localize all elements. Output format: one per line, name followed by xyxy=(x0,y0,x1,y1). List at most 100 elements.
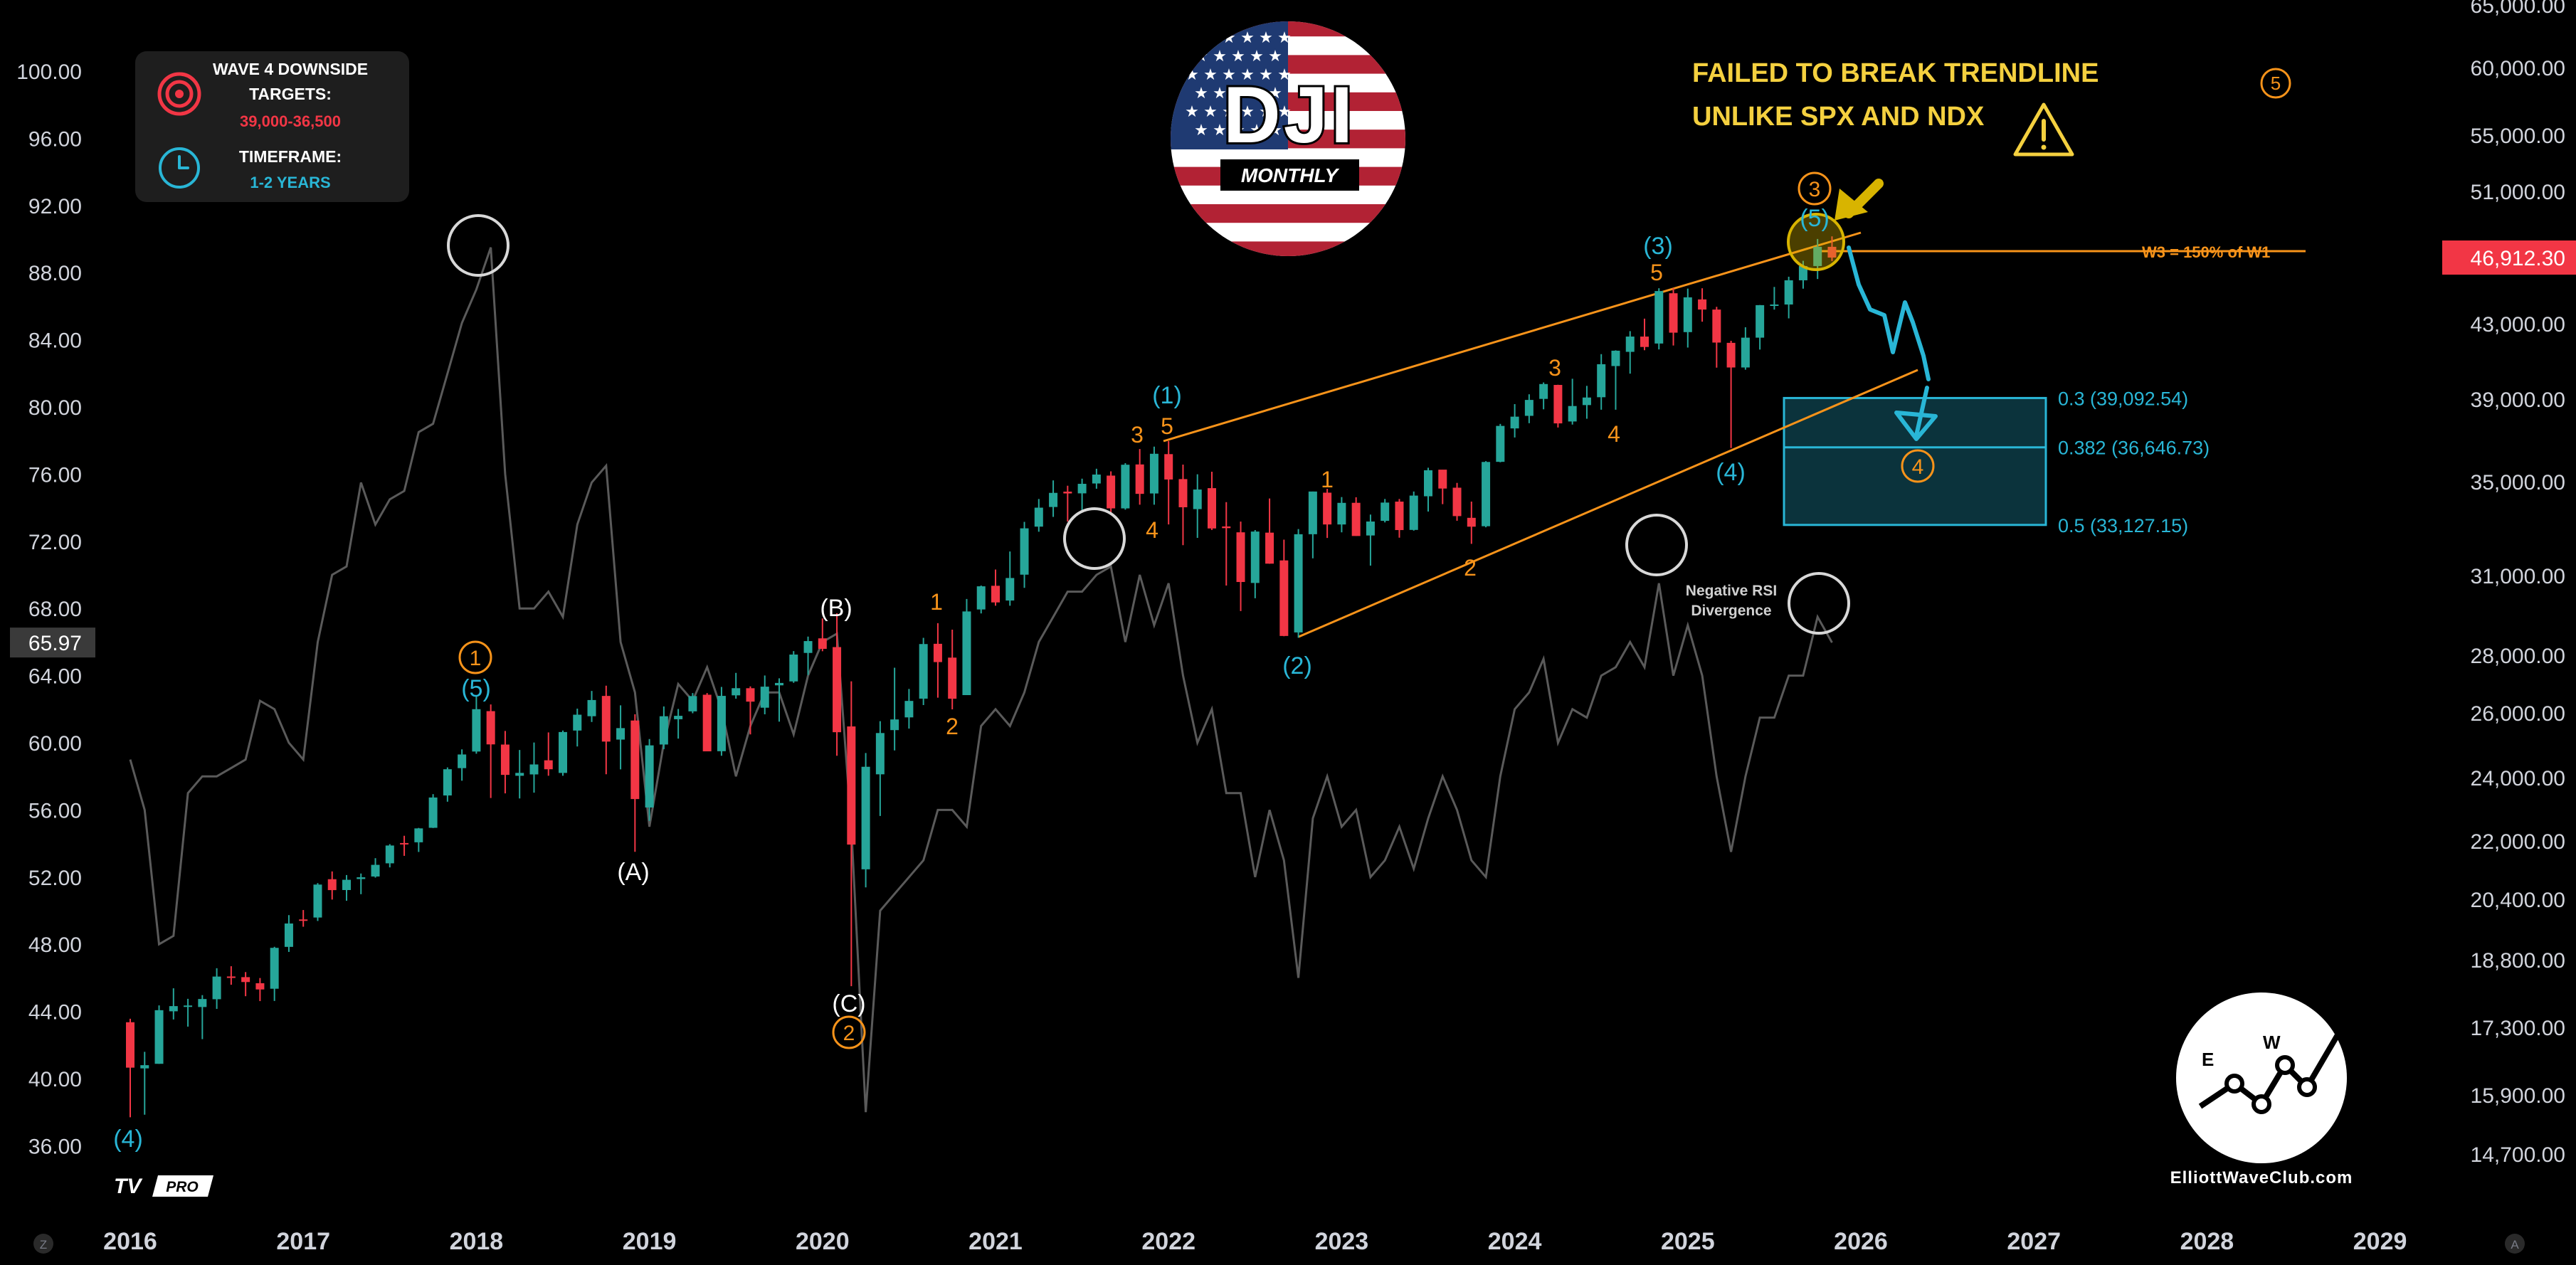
auto-scale-button[interactable]: A xyxy=(2505,1234,2525,1254)
flag-star: ★ xyxy=(1250,47,1264,65)
flag-star: ★ xyxy=(1213,121,1227,139)
price-tick-label: 60,000.00 xyxy=(2471,57,2565,80)
candle-body xyxy=(1308,491,1317,534)
candle-body xyxy=(1077,484,1087,494)
svg-text:A: A xyxy=(2511,1238,2519,1251)
candle-body xyxy=(1178,479,1188,507)
candle-body xyxy=(875,733,885,775)
highlight-circle xyxy=(1625,514,1688,576)
flag-star: ★ xyxy=(1259,28,1273,46)
candle-body xyxy=(933,643,942,662)
wave-c-label: (C) xyxy=(832,990,865,1017)
price-tick-label: 31,000.00 xyxy=(2471,565,2565,588)
flag-star: ★ xyxy=(1231,84,1245,102)
projection-arrow-shaft xyxy=(1914,386,1929,438)
candle-body xyxy=(1813,246,1822,266)
candle-body xyxy=(890,719,899,731)
projection-arrowhead xyxy=(1894,411,1938,441)
timeframe-title: TIMEFRAME: xyxy=(239,147,342,166)
timezone-button[interactable]: Z xyxy=(33,1234,53,1254)
flag-star: ★ xyxy=(1240,65,1255,83)
wave-2-intermediate-label: (2) xyxy=(1282,652,1312,679)
rsi-tick-label: 92.00 xyxy=(28,195,82,218)
minor-wave-1-label: 1 xyxy=(930,589,943,615)
time-tick-label: 2019 xyxy=(623,1228,677,1255)
time-tick-label: 2026 xyxy=(1834,1228,1888,1255)
candle-body xyxy=(1351,502,1361,536)
price-tick-label: 51,000.00 xyxy=(2471,181,2565,204)
time-tick-label: 2022 xyxy=(1141,1228,1195,1255)
price-tick-label: 14,700.00 xyxy=(2471,1143,2565,1167)
minor-wave-4b-label: 4 xyxy=(1608,421,1620,447)
candle-body xyxy=(962,611,971,695)
target-value: 39,000-36,500 xyxy=(240,112,341,130)
candle-body xyxy=(919,644,928,699)
candle-body xyxy=(688,696,697,711)
wave4-primary-label-ring xyxy=(1901,449,1935,483)
time-tick-label: 2016 xyxy=(103,1228,157,1255)
rsi-tick-label: 100.00 xyxy=(16,60,82,84)
price-tick-label: 22,000.00 xyxy=(2471,830,2565,854)
minor-wave-5-label: 5 xyxy=(1161,413,1173,439)
rsi-line xyxy=(129,247,1833,1113)
candle-body xyxy=(1063,492,1072,494)
flag-star: ★ xyxy=(1213,84,1227,102)
time-tick-label: 2027 xyxy=(2007,1228,2061,1255)
minor-wave-2b-label: 2 xyxy=(1464,555,1477,581)
minor-wave-5b-label: 5 xyxy=(1650,260,1663,285)
time-tick-label: 2017 xyxy=(276,1228,330,1255)
dji-flag-badge: ★ ★ ★ ★ ★ ★★ ★ ★ ★ ★★ ★ ★ ★ ★ ★★ ★ ★ ★ ★★ ★ ★ ★ ★ ★★ ★ ★ ★ ★ DJI MO… xyxy=(1171,21,1405,256)
time-tick-label: 2025 xyxy=(1661,1228,1715,1255)
rsi-tick-label: 88.00 xyxy=(28,262,82,285)
flag-star: ★ xyxy=(1268,47,1282,65)
price-tick-label: 24,000.00 xyxy=(2471,767,2565,790)
wave1-primary-label-ring xyxy=(458,640,492,674)
candle-body xyxy=(284,923,293,947)
candle-body xyxy=(775,682,783,686)
target-title-line2: TARGETS: xyxy=(249,85,332,103)
candle-body xyxy=(1568,406,1577,422)
candle-body xyxy=(1279,560,1289,636)
flag-star: ★ xyxy=(1259,102,1273,120)
tv-pro-badge: PRO xyxy=(166,1179,199,1195)
price-tick-label: 15,900.00 xyxy=(2471,1084,2565,1108)
warning-icon xyxy=(2013,102,2074,157)
candle-body xyxy=(515,773,524,776)
tradingview-logo[interactable]: TV PRO xyxy=(114,1175,213,1198)
candle-body xyxy=(428,797,438,828)
candle-body xyxy=(1395,502,1404,531)
rsi-tick-label: 76.00 xyxy=(28,463,82,487)
candle-body xyxy=(1381,502,1390,522)
wave3-top-circle xyxy=(1787,213,1845,271)
candle-body xyxy=(847,726,856,845)
price-tick-label: 20,400.00 xyxy=(2471,889,2565,912)
minor-wave-3b-label: 3 xyxy=(1548,355,1561,381)
badge-period: MONTHLY xyxy=(1241,164,1340,186)
candle-body xyxy=(1669,293,1678,333)
candle-body xyxy=(529,764,539,775)
wave5-primary-label: 5 xyxy=(2271,73,2281,94)
rsi-line-layer xyxy=(129,247,1833,1113)
candle-body xyxy=(991,586,1000,603)
candle-body xyxy=(659,716,668,745)
time-tick-label: 2021 xyxy=(968,1228,1023,1255)
flag-star: ★ xyxy=(1185,102,1199,120)
candle-body xyxy=(674,716,683,719)
candle-body xyxy=(1409,495,1418,530)
flag-star: ★ xyxy=(1222,65,1236,83)
candle-body xyxy=(1827,246,1837,258)
rsi-current-badge xyxy=(10,628,95,658)
target-title-line1: WAVE 4 DOWNSIDE xyxy=(213,60,368,78)
time-tick-label: 2020 xyxy=(796,1228,850,1255)
rsi-tick-label: 68.00 xyxy=(28,598,82,621)
candle-body xyxy=(948,657,957,699)
price-tick-label: 55,000.00 xyxy=(2471,125,2565,148)
candle-body xyxy=(198,999,207,1007)
candle-body xyxy=(1582,397,1591,406)
candle-body xyxy=(1482,462,1491,526)
candle-body xyxy=(443,769,452,796)
wave-5-intermediate-label-2025: (5) xyxy=(1800,205,1830,232)
flag-star: ★ xyxy=(1259,65,1273,83)
flag-star: ★ xyxy=(1277,28,1292,46)
